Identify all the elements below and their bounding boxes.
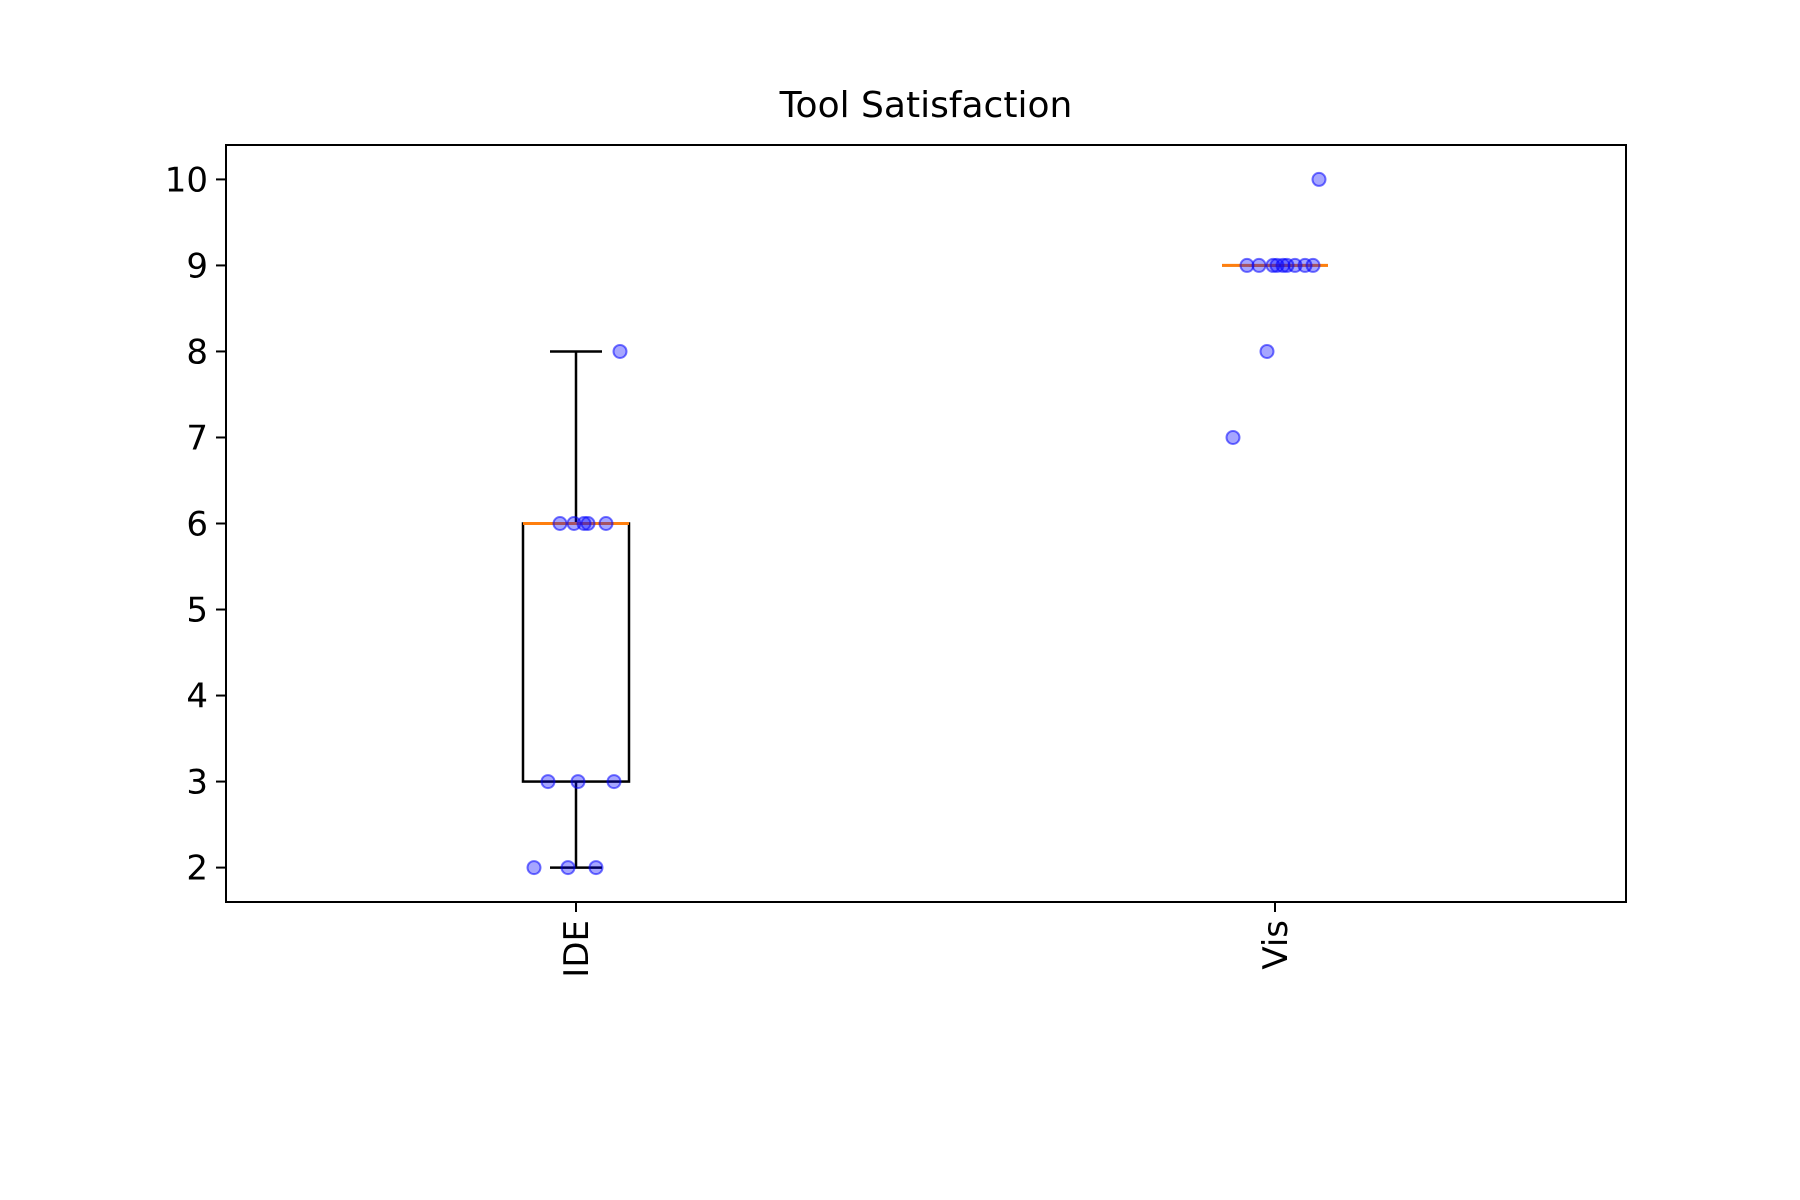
- data-point: [560, 860, 576, 876]
- chart-title: Tool Satisfaction: [779, 85, 1073, 126]
- data-point: [526, 860, 542, 876]
- points-ide: [526, 343, 628, 876]
- data-point: [576, 516, 592, 531]
- y-tick-label: 8: [186, 332, 208, 372]
- axes-frame: [225, 144, 1627, 903]
- x-axis: IDE Vis: [557, 902, 1296, 978]
- data-point: [1225, 429, 1241, 445]
- data-point: [1275, 257, 1291, 273]
- data-point: [1311, 171, 1327, 187]
- y-tick-label: 5: [186, 591, 208, 631]
- y-tick-label: 3: [186, 763, 208, 803]
- data-point: [1259, 343, 1275, 359]
- plot-area: [521, 171, 1328, 876]
- box-ide: [521, 350, 631, 869]
- y-tick-label: 2: [186, 849, 208, 889]
- data-point: [606, 774, 622, 790]
- x-tick-label: IDE: [557, 920, 597, 978]
- data-point: [1297, 257, 1313, 273]
- y-axis: 2 3 4 5 6 7 8 9 10: [165, 160, 226, 889]
- data-point: [552, 516, 568, 531]
- data-point: [612, 343, 628, 359]
- data-point: [1251, 257, 1267, 273]
- data-point: [540, 774, 556, 790]
- y-tick-label: 10: [165, 160, 208, 200]
- data-point: [570, 774, 586, 790]
- iqr-box: [521, 522, 631, 783]
- y-tick-label: 7: [186, 418, 208, 458]
- points-vis: [1225, 171, 1327, 445]
- y-tick-label: 4: [186, 677, 208, 717]
- y-tick-label: 6: [186, 505, 208, 545]
- data-point: [588, 860, 604, 876]
- x-tick-label: Vis: [1256, 920, 1296, 970]
- y-tick-label: 9: [186, 246, 208, 286]
- data-point: [598, 516, 614, 531]
